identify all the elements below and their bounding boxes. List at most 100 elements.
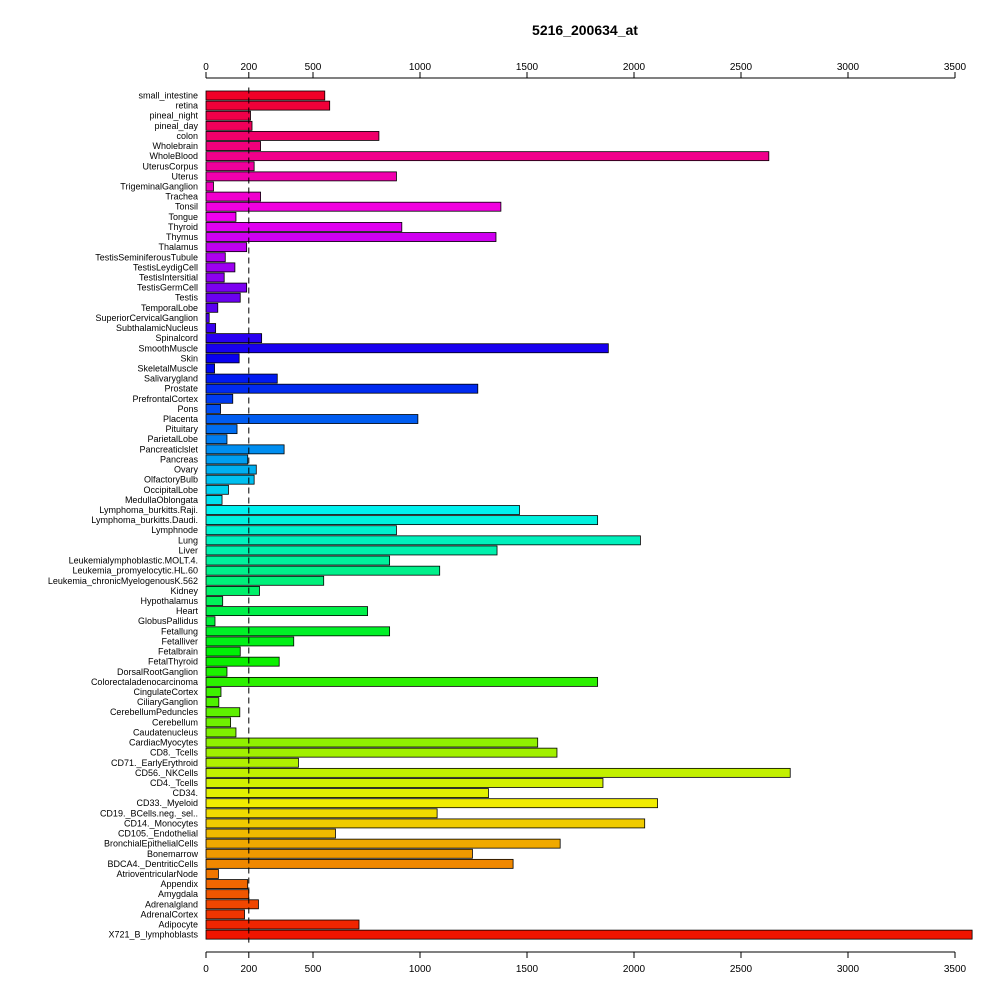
category-label: Bonemarrow (147, 849, 199, 859)
bar (205, 505, 520, 515)
bottom-tick-label: 200 (240, 964, 257, 975)
category-label: Wholebrain (152, 141, 198, 151)
category-label: colon (176, 131, 198, 141)
category-label: Pancreaticlslet (139, 444, 198, 454)
bar (205, 302, 219, 313)
bar (205, 171, 397, 182)
bar (205, 575, 325, 586)
bar (205, 626, 391, 637)
bottom-tick-label: 1000 (409, 964, 432, 975)
bar (205, 373, 278, 384)
category-label: Spinalcord (155, 333, 198, 343)
top-tick-label: 1500 (516, 62, 539, 73)
bar (205, 363, 215, 374)
category-label: Thyroid (168, 222, 198, 232)
bar (205, 474, 255, 485)
bar (205, 100, 331, 111)
category-label: CD19._BCells.neg._sel.. (100, 808, 198, 818)
category-label: Thalamus (158, 242, 198, 252)
bar (205, 848, 473, 859)
bar (205, 707, 241, 718)
category-label: Skin (180, 353, 198, 363)
bars-group (205, 90, 973, 940)
category-label: small_intestine (138, 91, 198, 101)
bar (205, 636, 295, 647)
bar (205, 929, 973, 940)
bottom-tick-label: 3500 (944, 964, 967, 975)
category-label: MedullaOblongata (125, 495, 198, 505)
category-label: TestisGermCell (137, 283, 198, 293)
category-label: Hypothalamus (140, 596, 198, 606)
bar (205, 343, 609, 354)
bar (205, 161, 255, 172)
category-label: Salivarygland (144, 374, 198, 384)
bar (205, 889, 250, 900)
bar (205, 262, 236, 273)
bar (205, 757, 299, 768)
bar (205, 869, 219, 879)
bar (205, 333, 263, 344)
bar (205, 899, 259, 910)
category-label: Caudatenucleus (133, 727, 199, 737)
category-label: Pituitary (165, 424, 198, 434)
category-label: Pancreas (160, 454, 199, 464)
bar (205, 555, 391, 566)
category-label: Kidney (170, 586, 198, 596)
bar (205, 141, 261, 151)
category-label: CD34. (172, 788, 198, 798)
category-label: Thymus (166, 232, 199, 242)
category-label: TestisLeydigCell (133, 262, 198, 272)
bar (205, 131, 380, 141)
category-label: Ovary (174, 465, 199, 475)
category-label: pineal_night (149, 111, 198, 121)
category-label: CD105._Endothelial (118, 829, 198, 839)
category-label: FetalThyroid (148, 657, 198, 667)
category-label: pineal_day (154, 121, 198, 131)
bottom-tick-label: 2000 (623, 964, 646, 975)
category-label: CiliaryGanglion (137, 697, 198, 707)
category-label: CD56._NKCells (135, 768, 199, 778)
category-label: Appendix (160, 879, 198, 889)
bottom-tick-label: 2500 (730, 964, 753, 975)
category-label: WholeBlood (149, 151, 198, 161)
bar (205, 424, 238, 435)
category-label: OlfactoryBulb (144, 475, 198, 485)
bottom-tick-label: 1500 (516, 964, 539, 975)
bar (205, 272, 225, 283)
bar (205, 858, 514, 869)
bar (205, 282, 248, 293)
bar (205, 697, 220, 707)
category-label: BronchialEpithelialCells (104, 839, 199, 849)
category-label: Lymphnode (151, 525, 198, 535)
category-labels-group: small_intestineretinapineal_nightpineal_… (48, 91, 199, 940)
category-label: Tongue (168, 212, 198, 222)
category-label: Lymphoma_burkitts.Daudi. (91, 515, 198, 525)
bar (205, 767, 791, 778)
category-label: PrefrontalCortex (132, 394, 198, 404)
category-label: AdrenalCortex (140, 909, 198, 919)
bar (205, 525, 397, 536)
category-label: Leukemia_chronicMyelogenousK.562 (48, 576, 198, 586)
bar (205, 383, 479, 394)
category-label: Lung (178, 535, 198, 545)
bar (205, 676, 599, 687)
bar (205, 838, 561, 849)
category-label: TestisSeminiferousTubule (95, 252, 198, 262)
bar (205, 90, 326, 101)
bar (205, 798, 658, 809)
bar (205, 393, 234, 404)
category-label: AtrioventricularNode (116, 869, 198, 879)
category-label: Leukemia_promyelocytic.HL.60 (72, 566, 198, 576)
category-label: CD71._EarlyErythroid (111, 758, 198, 768)
category-label: GlobusPallidus (138, 616, 199, 626)
category-label: Placenta (163, 414, 198, 424)
category-label: TrigeminalGanglion (120, 181, 198, 191)
top-tick-label: 2000 (623, 62, 646, 73)
category-label: TestisIntersitial (139, 272, 198, 282)
bar (205, 788, 489, 798)
category-label: ParietalLobe (147, 434, 198, 444)
category-label: TemporalLobe (141, 303, 198, 313)
category-label: Leukemialymphoblastic.MOLT.4. (69, 556, 198, 566)
bar (205, 404, 221, 414)
